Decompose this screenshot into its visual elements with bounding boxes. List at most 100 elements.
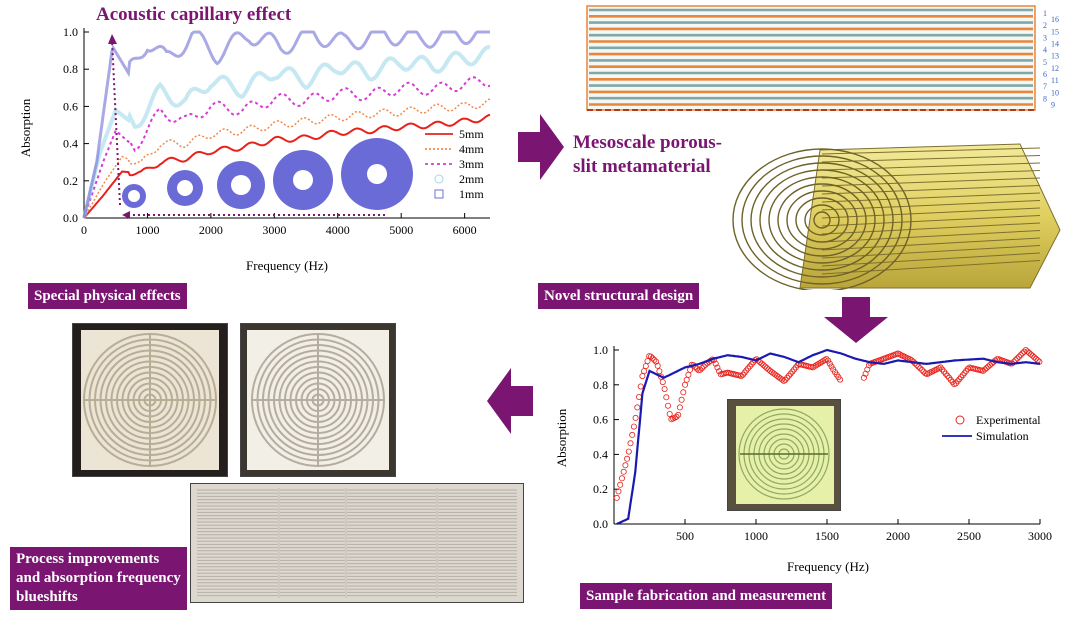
experimental-point (1024, 348, 1031, 355)
experimental-point (700, 363, 707, 370)
slit-panel-photo (190, 483, 524, 603)
experimental-point (687, 366, 694, 373)
ring-hole-4 (293, 170, 313, 190)
p1-x-tick-label: 1000 (135, 223, 159, 237)
cylinder-slit (821, 185, 1041, 195)
experimental-point (828, 363, 835, 370)
series-line-4mm (83, 98, 491, 219)
experimental-point (637, 383, 644, 390)
p1-x-tick-label: 2000 (199, 223, 223, 237)
p3-y-tick-label: 1.0 (593, 343, 608, 357)
ring-hole-3 (231, 175, 251, 195)
experimental-point (917, 365, 924, 372)
experimental-point (661, 386, 668, 393)
experimental-point (676, 404, 683, 411)
p1-y-axis-label: Absorption (18, 98, 33, 157)
p3-x-tick-label: 2500 (957, 529, 981, 543)
experimental-point (622, 462, 629, 469)
metamaterial-3d-model (732, 143, 1061, 290)
legend-label-simulation: Simulation (976, 429, 1029, 443)
experimental-point (663, 394, 670, 401)
sample-fabrication-label: Sample fabrication and measurement (580, 583, 833, 609)
experimental-point (980, 367, 987, 374)
experimental-point (744, 365, 751, 372)
experimental-point (641, 368, 648, 375)
layer-number: 14 (1051, 40, 1059, 49)
experimental-point (654, 362, 661, 369)
layer-number: 2 (1043, 21, 1047, 30)
experimental-point (860, 374, 867, 381)
cylinder-ring (777, 183, 867, 257)
layer-number: 1 (1043, 9, 1047, 18)
p3-x-tick-label: 3000 (1028, 529, 1052, 543)
experimental-point (1026, 349, 1033, 356)
experimental-point (944, 372, 951, 379)
cylinder-ring (795, 197, 849, 243)
legend-label-experimental: Experimental (976, 413, 1041, 427)
experimental-point (665, 402, 672, 409)
cylinder-ring (759, 169, 885, 271)
experimental-point (666, 411, 673, 418)
cylinder-slit (821, 155, 1041, 163)
p1-x-tick-label: 3000 (262, 223, 286, 237)
experimental-point (712, 360, 719, 367)
p3-x-tick-label: 1500 (815, 529, 839, 543)
experimental-point (1022, 346, 1029, 353)
p3-y-tick-label: 0.0 (593, 517, 608, 531)
experimental-point (981, 366, 988, 373)
experimental-point (636, 394, 643, 401)
cylinder-ring (732, 148, 912, 290)
p3-x-tick-label: 2000 (886, 529, 910, 543)
experimental-point (644, 358, 651, 365)
sample-photo-left (72, 323, 228, 477)
experimental-point (758, 360, 765, 367)
experimental-point (656, 368, 663, 375)
experimental-point (659, 379, 666, 386)
cylinder-slit (821, 260, 1041, 275)
experimental-point (1032, 355, 1039, 362)
experimental-point (818, 359, 825, 366)
experimental-point (697, 366, 704, 373)
experimental-point (1015, 353, 1022, 360)
experimental-point (1031, 354, 1038, 361)
series-line-1mm (82, 30, 490, 219)
layer-number: 7 (1043, 82, 1047, 91)
experimental-point (685, 371, 692, 378)
experimental-point (821, 357, 828, 364)
cylinder-slit (821, 207, 1041, 219)
layer-number: 11 (1051, 76, 1059, 85)
cylinder-slit (821, 252, 1041, 267)
experimental-point (680, 389, 687, 396)
special-effects-label: Special physical effects (28, 283, 187, 309)
experimental-point (634, 404, 641, 411)
layer-number: 13 (1051, 52, 1059, 61)
ring-hole-2 (177, 180, 193, 196)
p1-y-tick-label: 1.0 (63, 25, 78, 39)
capillary-chart: 0.0 0.2 0.4 0.6 0.8 1.0 0 1000 2000 3000 4000 5000 6… (18, 25, 491, 273)
experimental-point (779, 376, 786, 383)
experimental-point (617, 481, 624, 488)
experimental-point (683, 376, 690, 383)
cylinder-ring (813, 211, 831, 229)
legend-label-3mm: 3mm (459, 157, 484, 171)
p3-x-axis-label: Frequency (Hz) (787, 559, 869, 574)
p1-x-tick-label: 6000 (453, 223, 477, 237)
cylinder-slit (821, 170, 1041, 179)
p1-y-tick-label: 0.2 (63, 174, 78, 188)
layer-number: 12 (1051, 64, 1059, 73)
experimental-point (1027, 351, 1034, 358)
experimental-point (615, 488, 622, 495)
p3-y-tick-label: 0.4 (593, 447, 608, 461)
experimental-point (673, 413, 680, 420)
experimental-point (698, 365, 705, 372)
p3-y-tick-label: 0.6 (593, 413, 608, 427)
experimental-point (613, 494, 620, 501)
arrow-left-icon (487, 368, 533, 434)
layer-number: 10 (1051, 88, 1059, 97)
experimental-point (826, 360, 833, 367)
experimental-point (619, 475, 626, 482)
simulation-line (616, 348, 1041, 525)
experimental-point (760, 361, 767, 368)
experimental-point (787, 370, 794, 377)
novel-design-label: Novel structural design (538, 283, 700, 309)
